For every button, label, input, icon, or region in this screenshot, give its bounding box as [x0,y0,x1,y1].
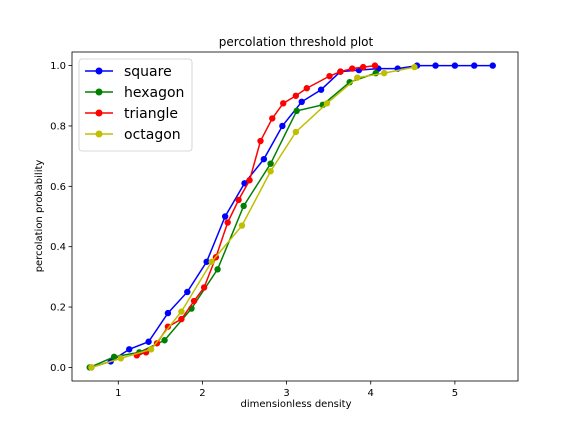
data-point-square [489,62,496,69]
data-point-octagon [208,258,215,265]
legend-marker [95,130,103,138]
legend-marker [95,88,103,96]
data-point-square [126,346,133,353]
series-octagon [88,63,418,371]
data-point-triangle [292,92,300,99]
legend-label: triangle [124,106,178,122]
data-point-octagon [238,222,246,229]
legend: square hexagon triangle octagon [78,58,193,152]
data-point-square [451,62,459,69]
data-point-square [241,180,248,187]
data-point-triangle [164,323,172,330]
data-point-square [260,155,268,163]
legend-item-square: square [85,64,172,80]
data-point-octagon [411,63,418,71]
data-point-triangle [224,219,231,226]
data-point-hexagon [293,107,300,115]
data-point-square [145,338,152,345]
legend-item-triangle: triangle [85,106,178,122]
data-point-square [164,309,172,317]
x-tick-label: 4 [368,388,374,399]
data-point-square [298,98,305,106]
x-tick-label: 3 [283,388,289,399]
legend-item-octagon: octagon [85,127,181,143]
data-point-octagon [117,355,125,362]
data-point-square [471,62,478,69]
data-point-octagon [267,168,274,175]
data-point-square [184,288,191,296]
data-point-square [221,213,229,220]
legend-label: hexagon [124,85,184,101]
data-point-triangle [349,65,356,72]
y-tick-label: 1.0 [50,61,66,72]
legend-marker [95,109,103,117]
data-point-hexagon [161,337,168,344]
data-point-square [203,258,210,265]
data-point-triangle [269,115,276,122]
data-point-octagon [147,346,155,353]
data-point-triangle [190,297,198,305]
series-layer [86,62,496,371]
data-point-hexagon [214,266,221,273]
data-point-triangle [246,177,253,184]
y-tick-label: 0.6 [50,182,66,193]
data-point-hexagon [267,160,274,167]
data-point-square [432,62,439,69]
data-point-triangle [257,137,264,145]
legend-box [78,58,193,152]
data-point-hexagon [110,353,118,361]
plot-frame [71,51,519,382]
chart-title: percolation threshold plot [219,35,374,49]
legend-marker [95,67,103,75]
legend-label: octagon [124,127,181,143]
series-line-octagon [91,66,415,369]
y-tick-label: 0.2 [50,303,66,314]
data-point-square [279,122,286,130]
data-point-triangle [200,284,208,291]
data-point-octagon [178,308,185,315]
data-point-triangle [178,315,185,323]
data-point-triangle [280,100,287,107]
data-point-triangle [303,85,310,92]
data-point-triangle [235,196,242,204]
legend-item-hexagon: hexagon [85,85,184,101]
data-point-octagon [323,100,331,107]
data-point-hexagon [240,202,247,210]
data-point-octagon [354,74,361,81]
y-tick-label: 0.8 [50,121,66,132]
data-point-octagon [381,69,388,77]
ticks-layer: 1 2 3 4 5 0.0 0.2 0.4 0.6 0.8 1.0 [50,61,458,399]
x-tick-label: 1 [115,388,121,399]
y-tick-label: 0.4 [50,242,66,253]
data-point-octagon [88,364,95,371]
series-line-square [91,64,493,369]
data-point-triangle [326,72,333,80]
y-axis-label: percolation probability [34,160,45,273]
data-point-octagon [292,128,300,136]
data-point-hexagon [346,78,353,86]
data-point-square [317,86,325,93]
data-point-triangle [371,62,379,69]
legend-label: square [124,64,172,80]
data-point-triangle [337,68,344,75]
data-point-triangle [359,63,367,71]
x-tick-label: 2 [199,388,205,399]
x-tick-label: 5 [452,388,458,399]
x-axis-label: dimensionless density [241,399,352,410]
y-tick-label: 0.0 [50,363,66,374]
